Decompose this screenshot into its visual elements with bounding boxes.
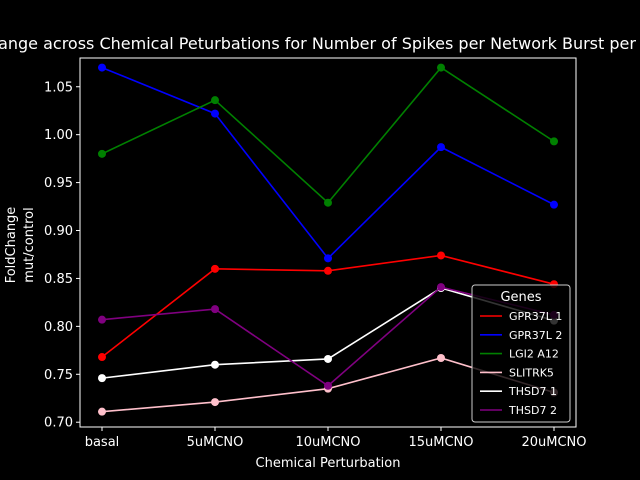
data-point [324,198,332,207]
data-point [211,360,219,369]
data-point [98,63,106,72]
x-tick-label: 10uMCNO [295,435,360,450]
x-tick-label: basal [85,435,120,450]
data-point [211,96,219,105]
x-tick-label: 15uMCNO [408,435,473,450]
y-tick-label: 0.70 [44,416,73,431]
data-point [98,407,106,416]
y-axis-label-line-1: FoldChange [4,207,19,284]
axes: basal 5uMCNO 10uMCNO 15uMCNO 20uMCNO 0.70 0.75… [44,57,587,450]
legend-entry-label: LGI2 A12 [509,348,559,361]
chart-title: Fold Change across Chemical Peturbations… [0,34,640,53]
data-point [437,143,445,152]
y-tick-label: 1.00 [44,128,73,143]
legend-entry-label: THSD7 2 [508,404,557,417]
y-tick-label: 0.95 [44,176,73,191]
data-point [211,109,219,118]
data-point [324,354,332,363]
data-point [211,398,219,407]
data-point [98,353,106,362]
y-tick-label: 0.80 [44,320,73,335]
data-point [98,374,106,383]
data-point [211,264,219,273]
data-point [211,305,219,314]
legend-entry-label: GPR37L 1 [509,310,562,323]
y-tick-label: 0.85 [44,272,73,287]
legend: Genes GPR37L 1 GPR37L 2 LGI2 A12 SLITRK5 THSD… [471,284,571,423]
data-point [98,315,106,324]
legend-entry-label: SLITRK5 [509,366,554,379]
legend-entry-label: GPR37L 2 [509,329,562,342]
x-tick-label: 20uMCNO [521,435,586,450]
data-point [324,381,332,390]
x-tick-label: 5uMCNO [187,435,244,450]
data-point [550,137,558,146]
y-tick-label: 0.75 [44,368,73,383]
data-point [437,353,445,362]
y-tick-label: 1.05 [44,80,73,95]
legend-entry-label: THSD7 1 [508,385,557,398]
data-point [437,283,445,292]
legend-title: Genes [500,290,541,305]
data-point [324,266,332,275]
data-point [98,149,106,158]
data-point [437,251,445,260]
x-axis-label: Chemical Perturbation [256,456,401,471]
y-tick-label: 0.90 [44,224,73,239]
data-point [550,200,558,209]
legend-box [471,284,571,423]
y-axis-label-line-2: mut/control [22,207,37,282]
data-point [437,63,445,72]
data-point [324,254,332,263]
